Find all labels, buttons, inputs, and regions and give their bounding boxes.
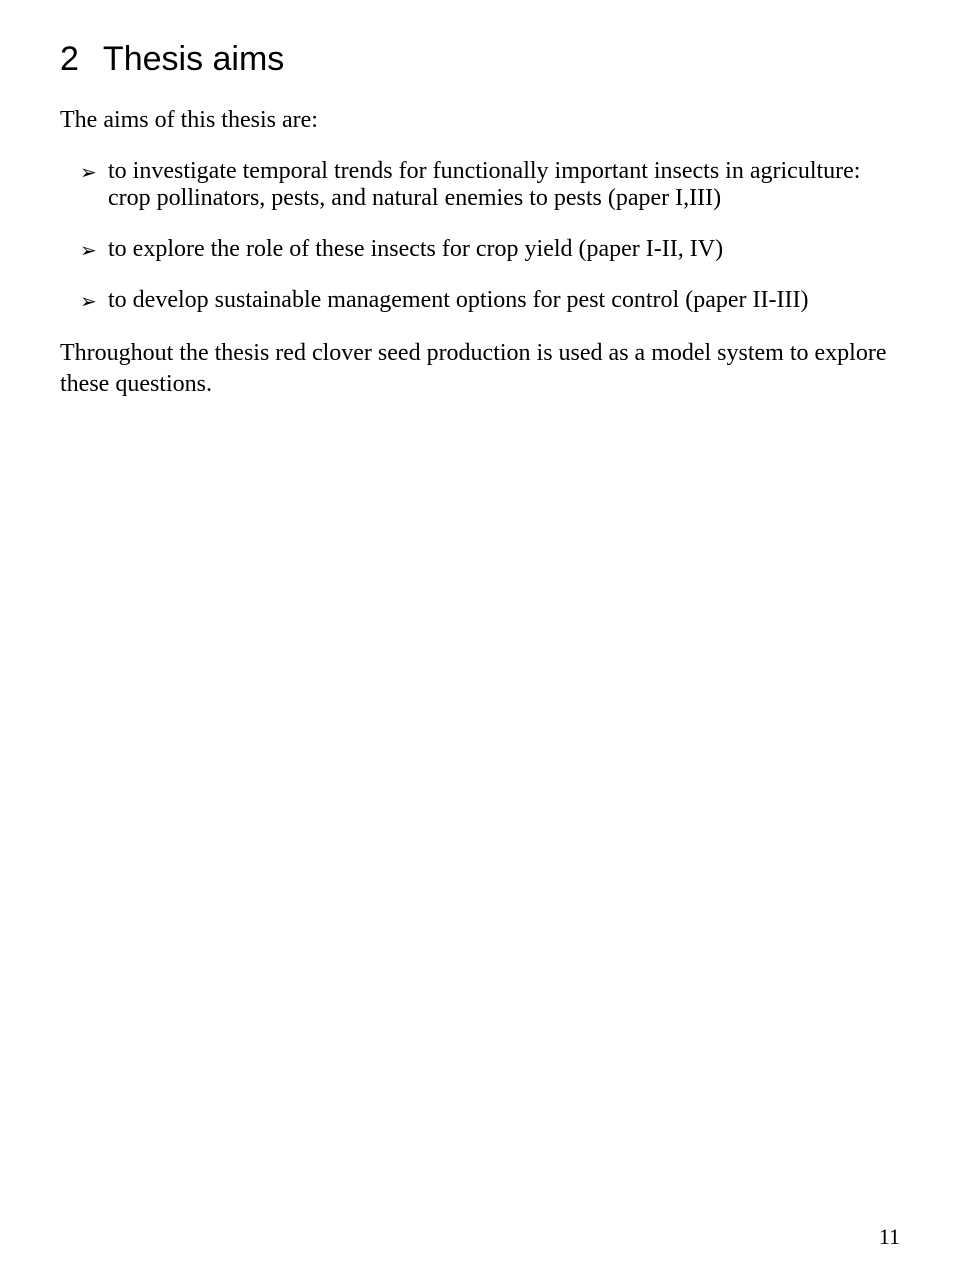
section-heading: 2 Thesis aims	[60, 40, 900, 79]
bullet-icon: ➢	[80, 289, 97, 314]
heading-title: Thesis aims	[103, 40, 284, 78]
list-item: ➢ to develop sustainable management opti…	[80, 287, 900, 314]
intro-paragraph: The aims of this thesis are:	[60, 107, 900, 134]
list-item: ➢ to explore the role of these insects f…	[80, 236, 900, 263]
bullet-icon: ➢	[80, 160, 97, 185]
bullet-icon: ➢	[80, 238, 97, 263]
heading-number: 2	[60, 40, 79, 79]
list-item-text: to investigate temporal trends for funct…	[108, 158, 860, 211]
aims-list: ➢ to investigate temporal trends for fun…	[60, 158, 900, 314]
conclusion-paragraph: Throughout the thesis red clover seed pr…	[60, 338, 900, 400]
page-number: 11	[879, 1224, 900, 1250]
list-item-text: to explore the role of these insects for…	[108, 236, 723, 262]
list-item-text: to develop sustainable management option…	[108, 287, 808, 313]
list-item: ➢ to investigate temporal trends for fun…	[80, 158, 900, 212]
